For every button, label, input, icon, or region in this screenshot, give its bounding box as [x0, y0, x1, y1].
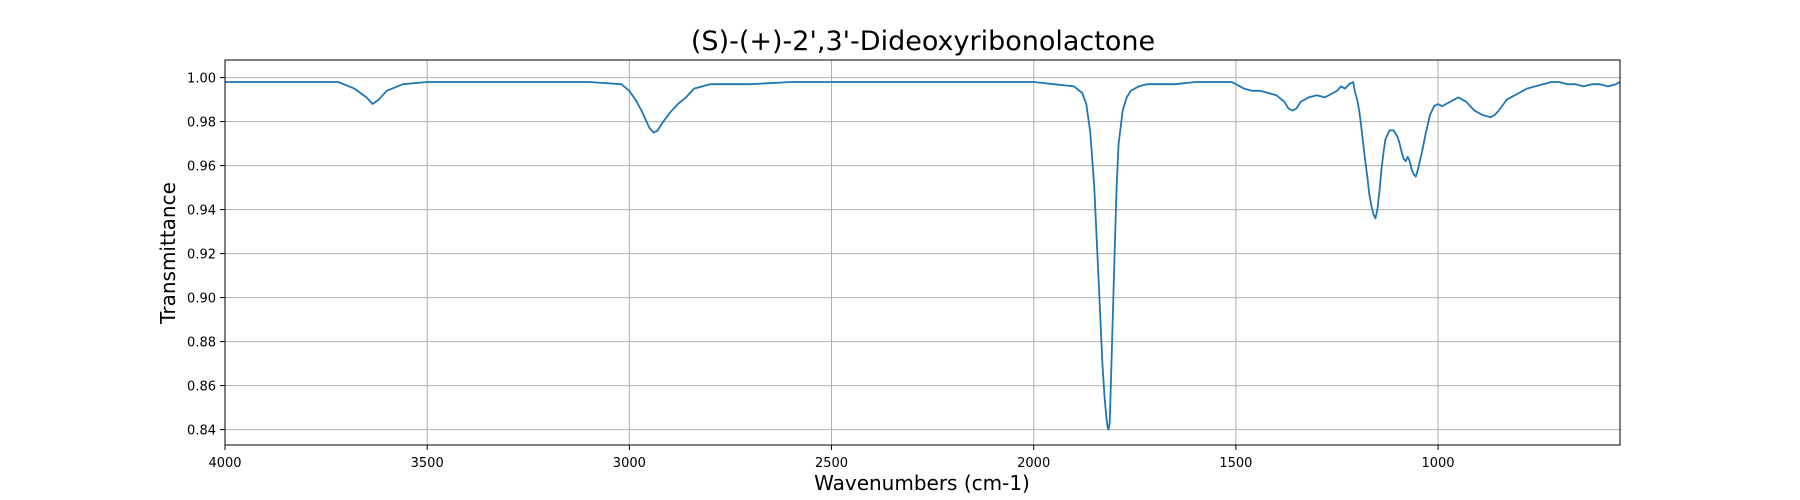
y-tick-label: 0.86	[187, 380, 216, 395]
chart-title: (S)-(+)-2',3'-Dideoxyribonolactone	[691, 26, 1155, 57]
y-tick-label: 0.92	[187, 248, 216, 263]
y-tick-label: 0.98	[187, 116, 216, 131]
y-tick-label: 1.00	[187, 72, 216, 87]
series-group	[225, 81, 1621, 431]
grid	[224, 60, 1620, 445]
plot-frame	[224, 59, 1621, 446]
y-axis-label: Transmittance	[156, 182, 180, 325]
x-tick-label: 1500	[1219, 456, 1252, 471]
y-axis: 0.84 0.86 0.88 0.90 0.92 0.94 0.96 0.98 1.00	[187, 72, 225, 439]
x-axis-label: Wavenumbers (cm-1)	[814, 471, 1030, 495]
x-tick-label: 1000	[1421, 456, 1454, 471]
x-tick-label: 2500	[815, 456, 848, 471]
y-tick-label: 0.84	[187, 424, 216, 439]
x-tick-label: 3000	[613, 456, 646, 471]
x-axis: 4000 3500 3000 2500 2000 1500 1000	[208, 445, 1455, 471]
y-tick-label: 0.94	[187, 204, 216, 219]
x-tick-label: 3500	[411, 456, 444, 471]
y-tick-label: 0.90	[187, 292, 216, 307]
y-tick-label: 0.88	[187, 336, 216, 351]
x-tick-label: 2000	[1017, 456, 1050, 471]
spectrum-line	[225, 81, 1621, 431]
y-tick-label: 0.96	[187, 160, 216, 175]
x-tick-label: 4000	[208, 456, 241, 471]
